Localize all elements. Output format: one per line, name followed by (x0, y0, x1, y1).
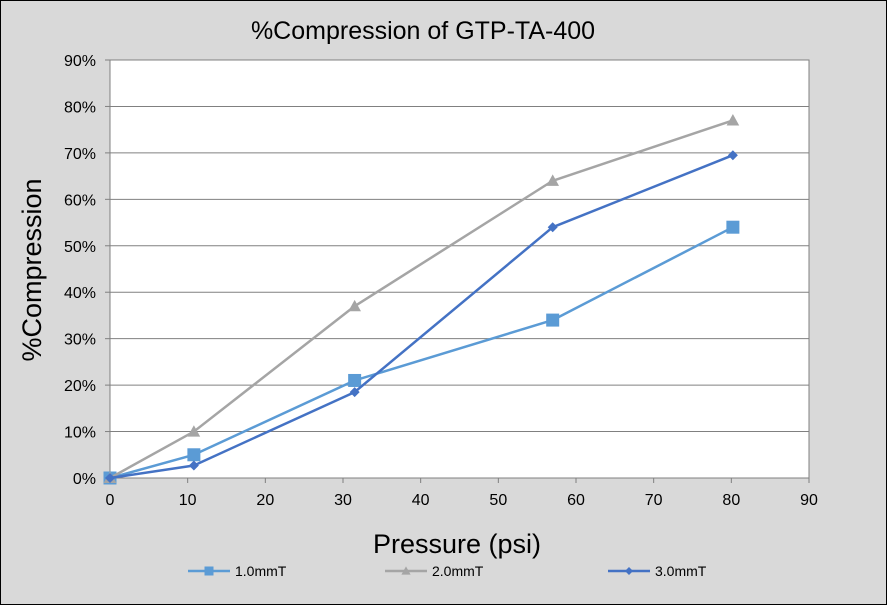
x-tick-label: 0 (106, 492, 115, 509)
y-axis-label: %Compression (17, 178, 47, 361)
x-tick-label: 60 (567, 492, 585, 509)
data-point-square (187, 448, 201, 462)
y-tick-label: 30% (64, 332, 96, 349)
data-point-diamond (625, 567, 633, 575)
axes (105, 59, 810, 483)
data-point-square (204, 566, 214, 576)
x-tick-label: 80 (722, 492, 740, 509)
y-tick-label: 10% (64, 425, 96, 442)
y-tick-label: 60% (64, 192, 96, 209)
x-tick-label: 50 (489, 492, 507, 509)
x-tick-label: 10 (179, 492, 197, 509)
x-tick-label: 20 (256, 492, 274, 509)
data-point-triangle (546, 174, 560, 186)
data-point-diamond (188, 460, 199, 471)
legend-label: 2.0mmT (432, 563, 484, 579)
series-2.0mmT (103, 114, 740, 484)
data-point-square (726, 220, 740, 234)
y-tick-label: 70% (64, 146, 96, 163)
data-point-triangle (187, 425, 201, 437)
legend-item: 3.0mmT (608, 563, 707, 579)
series-group (103, 114, 740, 485)
data-point-diamond (727, 150, 738, 161)
gridlines (110, 59, 809, 433)
plot-area (110, 60, 809, 478)
x-tick-label: 70 (645, 492, 663, 509)
y-tick-label: 0% (73, 471, 96, 488)
y-tick-label: 90% (64, 53, 96, 70)
data-point-square (348, 373, 362, 387)
x-tick-label: 90 (800, 492, 818, 509)
legend: 1.0mmT 2.0mmT 3.0mmT (188, 563, 707, 579)
y-tick-labels: 0% 10% 20% 30% 40% 50% 60% 70% 80% 90% (64, 53, 96, 488)
y-tick-label: 50% (64, 239, 96, 256)
y-tick-label: 40% (64, 285, 96, 302)
x-axis-label: Pressure (psi) (373, 529, 541, 559)
data-point-square (546, 313, 560, 327)
data-point-diamond (349, 387, 360, 398)
chart-title: %Compression of GTP-TA-400 (251, 17, 595, 45)
data-point-triangle (401, 566, 411, 575)
y-tick-label: 20% (64, 378, 96, 395)
data-point-triangle (726, 114, 740, 126)
x-tick-label: 30 (334, 492, 352, 509)
x-tick-label: 40 (412, 492, 430, 509)
data-point-diamond (547, 222, 558, 233)
legend-item: 1.0mmT (188, 563, 287, 579)
y-tick-label: 80% (64, 99, 96, 116)
legend-label: 3.0mmT (655, 563, 707, 579)
legend-label: 1.0mmT (235, 563, 287, 579)
data-point-triangle (348, 299, 361, 312)
legend-item: 2.0mmT (385, 563, 484, 579)
data-point-diamond (105, 473, 115, 483)
series-3.0mmT (105, 150, 738, 483)
x-tick-labels: 0 10 20 30 40 50 60 70 80 90 (106, 492, 818, 509)
